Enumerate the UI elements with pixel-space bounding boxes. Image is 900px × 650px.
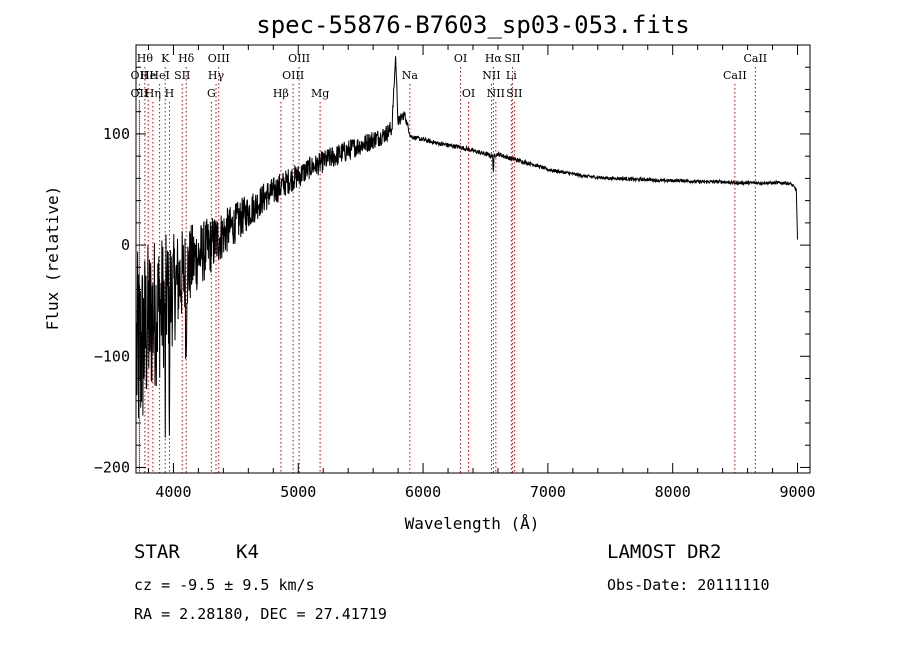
line-marker-label: Hγ — [208, 69, 225, 82]
spectrum-line — [136, 56, 798, 438]
x-tick-label: 5000 — [280, 483, 316, 501]
line-marker-label: OII — [131, 69, 149, 82]
line-marker-label: CaII — [743, 52, 767, 65]
line-marker-label: OIII — [288, 52, 310, 65]
x-tick-label: 7000 — [530, 483, 566, 501]
line-marker-label: SII — [174, 69, 190, 82]
line-markers — [138, 67, 756, 473]
line-marker-label: Hδ — [178, 52, 195, 65]
survey-name: LAMOST DR2 — [607, 541, 722, 563]
line-marker-label: SII — [504, 52, 520, 65]
line-marker-label: NII — [487, 87, 505, 100]
line-marker-label: CaII — [723, 69, 747, 82]
line-marker-label: G — [207, 87, 216, 100]
x-tick-label: 9000 — [779, 483, 815, 501]
line-marker-label: SII — [506, 87, 522, 100]
line-marker-label: Hα — [485, 52, 503, 65]
plot-frame — [135, 44, 811, 474]
x-tick-label: 8000 — [655, 483, 691, 501]
line-marker-label: HeI — [149, 69, 169, 82]
redshift-text: cz = -9.5 ± 9.5 km/s — [134, 576, 315, 594]
line-marker-labels: OII OII Hθ He Hη HeI K H SII Hδ G Hγ OIII Hβ OIII OIII M… — [131, 52, 768, 100]
y-tick-label: −100 — [94, 347, 130, 365]
line-marker-label: K — [161, 52, 170, 65]
line-marker-label: Hβ — [273, 87, 289, 100]
x-tick-label: 4000 — [155, 483, 191, 501]
obs-date: Obs-Date: 20111110 — [607, 576, 770, 594]
object-class: STAR — [134, 541, 180, 563]
line-marker-label: OII — [131, 87, 149, 100]
line-marker-label: Li — [506, 69, 517, 82]
line-marker-label: Hθ — [137, 52, 154, 65]
y-tick-label: −200 — [94, 458, 130, 476]
y-tick-label: 100 — [103, 125, 130, 143]
x-tick-label: 6000 — [405, 483, 441, 501]
x-axis-label: Wavelength (Å) — [405, 514, 540, 533]
line-marker-label: He — [140, 69, 156, 82]
line-marker-label: H — [165, 87, 175, 100]
line-marker-label: OI — [454, 52, 467, 65]
line-marker-label: OIII — [282, 69, 304, 82]
axis-ticks: 4000 5000 6000 7000 8000 9000 −200 −100 0 100 — [94, 45, 816, 501]
line-marker-label: Mg — [311, 87, 329, 100]
line-marker-label: OI — [462, 87, 475, 100]
chart-title: spec-55876-B7603_sp03-053.fits — [256, 11, 689, 39]
line-marker-label: Na — [402, 69, 419, 82]
line-marker-label: Hη — [145, 87, 161, 100]
line-marker-label: OIII — [208, 52, 230, 65]
coordinates-text: RA = 2.28180, DEC = 27.41719 — [134, 605, 387, 623]
y-axis-label: Flux (relative) — [43, 186, 62, 331]
line-marker-label: NII — [482, 69, 500, 82]
y-tick-label: 0 — [121, 236, 130, 254]
object-subclass: K4 — [236, 541, 259, 563]
